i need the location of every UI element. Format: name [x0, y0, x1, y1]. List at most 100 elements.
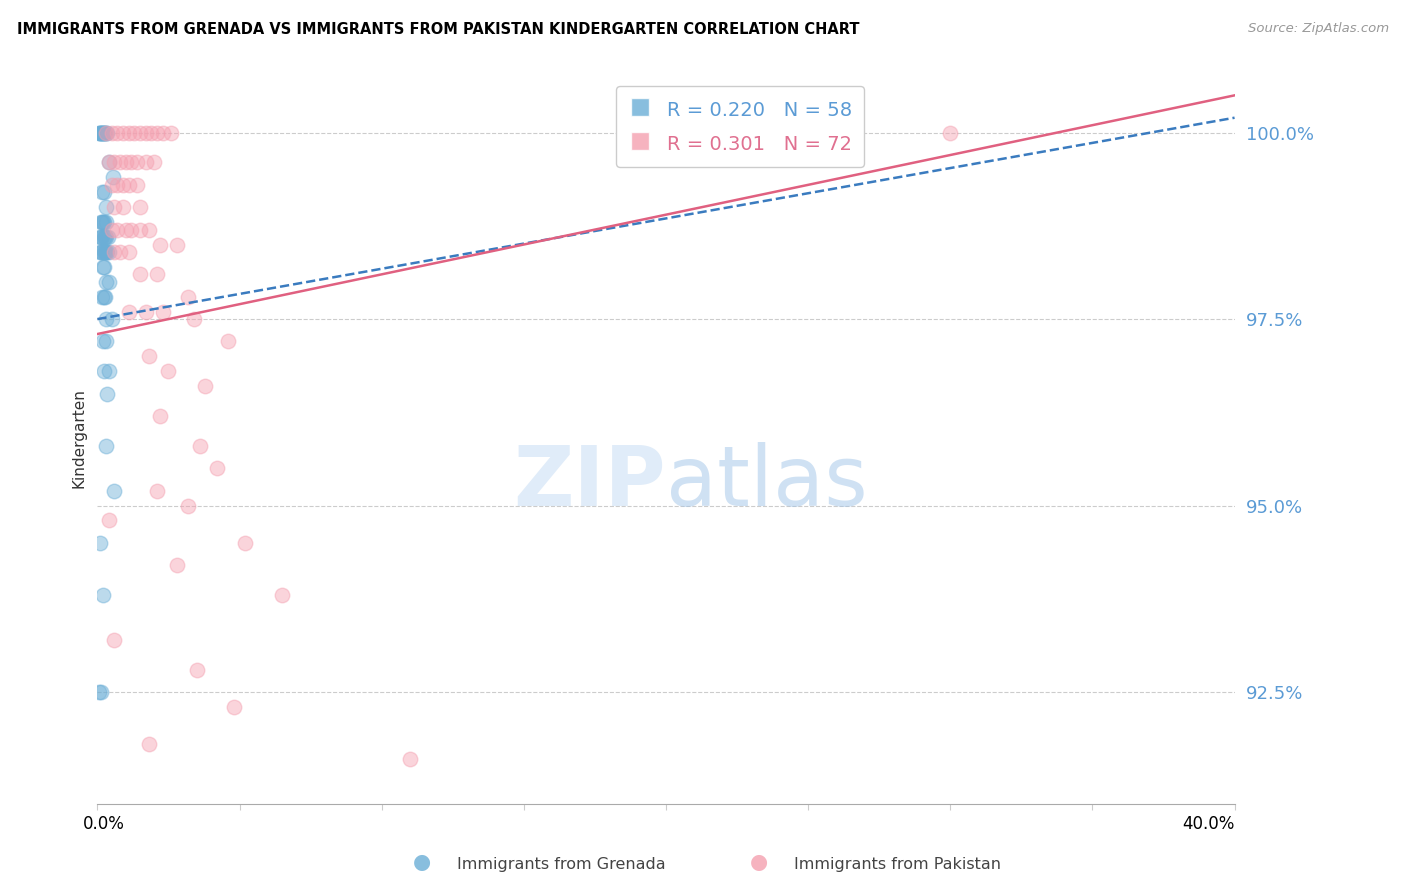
- Point: [94, 230, 117, 244]
- Point: [135, 304, 157, 318]
- Point: [101, 170, 124, 185]
- Point: [91, 244, 114, 259]
- Text: Source: ZipAtlas.com: Source: ZipAtlas.com: [1249, 22, 1389, 36]
- Point: [89, 126, 111, 140]
- Text: atlas: atlas: [666, 442, 868, 523]
- Point: [91, 334, 114, 349]
- Point: [105, 126, 128, 140]
- Point: [90, 244, 112, 259]
- Point: [188, 439, 211, 453]
- Point: [271, 588, 294, 602]
- Point: [94, 312, 117, 326]
- Point: [89, 230, 111, 244]
- Point: [157, 364, 180, 378]
- Point: [93, 186, 115, 200]
- Point: [89, 126, 111, 140]
- Point: [217, 334, 239, 349]
- Point: [121, 155, 143, 169]
- Point: [135, 126, 157, 140]
- Point: [111, 126, 134, 140]
- Point: [117, 178, 139, 192]
- Point: [90, 230, 112, 244]
- Point: [94, 275, 117, 289]
- Point: [177, 290, 200, 304]
- Point: [94, 126, 117, 140]
- Point: [100, 126, 122, 140]
- Point: [93, 215, 115, 229]
- Point: [194, 379, 217, 393]
- Point: [117, 304, 139, 318]
- Point: [105, 222, 128, 236]
- Point: [103, 483, 125, 498]
- Point: [205, 461, 228, 475]
- Point: [94, 244, 117, 259]
- Point: [93, 230, 115, 244]
- Point: [94, 215, 117, 229]
- Point: [90, 685, 112, 699]
- Point: [93, 126, 115, 140]
- Point: [100, 222, 122, 236]
- Point: [91, 215, 114, 229]
- Point: [399, 752, 422, 766]
- Point: [90, 126, 112, 140]
- Point: [166, 558, 188, 573]
- Point: [91, 126, 114, 140]
- Point: [94, 126, 117, 140]
- Point: [97, 155, 120, 169]
- Point: [124, 126, 146, 140]
- Point: [939, 126, 962, 140]
- Point: [127, 155, 149, 169]
- Point: [111, 200, 134, 214]
- Point: [129, 268, 152, 282]
- Point: [121, 222, 143, 236]
- Point: [100, 312, 122, 326]
- Y-axis label: Kindergarten: Kindergarten: [72, 389, 86, 489]
- Point: [129, 126, 152, 140]
- Point: [135, 155, 157, 169]
- Point: [96, 244, 118, 259]
- Point: [97, 364, 120, 378]
- Point: [91, 126, 114, 140]
- Point: [129, 222, 152, 236]
- Text: 40.0%: 40.0%: [1182, 815, 1234, 833]
- Point: [222, 700, 245, 714]
- Point: [97, 155, 120, 169]
- Point: [93, 230, 115, 244]
- Point: [94, 200, 117, 214]
- Point: [94, 334, 117, 349]
- Point: [94, 126, 117, 140]
- Point: [141, 126, 163, 140]
- Point: [138, 350, 160, 364]
- Point: [143, 155, 166, 169]
- Point: [89, 536, 111, 550]
- Point: [90, 215, 112, 229]
- Point: [97, 275, 120, 289]
- Point: [94, 290, 117, 304]
- Text: 0.0%: 0.0%: [83, 815, 125, 833]
- Point: [177, 499, 200, 513]
- Point: [117, 126, 139, 140]
- Point: [183, 312, 205, 326]
- Point: [166, 237, 188, 252]
- Text: Immigrants from Pakistan: Immigrants from Pakistan: [794, 857, 1001, 872]
- Point: [111, 178, 134, 192]
- Point: [149, 237, 172, 252]
- Point: [146, 268, 169, 282]
- Point: [87, 685, 110, 699]
- Point: [100, 178, 122, 192]
- Point: [103, 244, 125, 259]
- Point: [160, 126, 183, 140]
- Point: [146, 126, 169, 140]
- Point: [89, 244, 111, 259]
- Point: [93, 244, 115, 259]
- Point: [87, 126, 110, 140]
- Point: [146, 483, 169, 498]
- Point: [93, 244, 115, 259]
- Point: [127, 178, 149, 192]
- Text: ZIP: ZIP: [513, 442, 666, 523]
- Point: [108, 244, 131, 259]
- Point: [96, 126, 118, 140]
- Point: [108, 155, 131, 169]
- Point: [93, 290, 115, 304]
- Point: [149, 409, 172, 423]
